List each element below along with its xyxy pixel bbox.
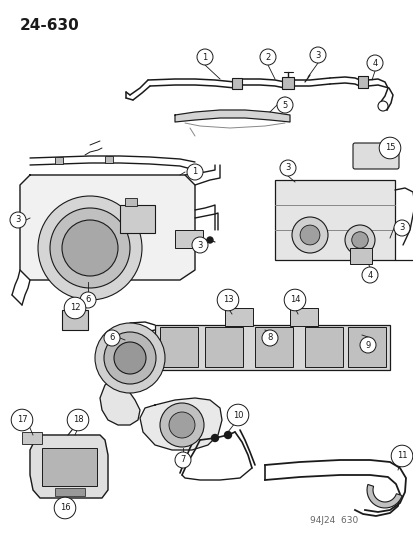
Text: 1: 1	[202, 52, 207, 61]
Text: 3: 3	[399, 223, 404, 232]
FancyBboxPatch shape	[352, 143, 398, 169]
Text: 13: 13	[222, 295, 233, 304]
Circle shape	[175, 452, 190, 468]
Circle shape	[299, 225, 319, 245]
Text: 3: 3	[285, 164, 290, 173]
Circle shape	[192, 237, 207, 253]
Circle shape	[261, 330, 277, 346]
Text: 3: 3	[197, 240, 202, 249]
Bar	[254, 327, 292, 367]
Circle shape	[291, 217, 327, 253]
Bar	[274, 180, 394, 260]
Polygon shape	[175, 110, 289, 122]
Bar	[154, 325, 389, 370]
Circle shape	[38, 196, 142, 300]
Circle shape	[159, 403, 204, 447]
Circle shape	[378, 137, 400, 159]
Bar	[120, 205, 154, 233]
Polygon shape	[366, 484, 401, 508]
Circle shape	[114, 342, 146, 374]
Circle shape	[359, 337, 375, 353]
Circle shape	[351, 232, 367, 248]
Bar	[347, 327, 385, 367]
Polygon shape	[30, 435, 108, 498]
Text: 6: 6	[109, 334, 114, 343]
Circle shape	[169, 412, 195, 438]
Text: 2: 2	[265, 52, 270, 61]
Text: 11: 11	[396, 451, 406, 461]
Bar	[22, 432, 42, 444]
Circle shape	[104, 330, 120, 346]
Text: 8: 8	[267, 334, 272, 343]
Circle shape	[390, 445, 412, 467]
Circle shape	[187, 164, 202, 180]
Bar	[349, 248, 371, 264]
Circle shape	[206, 237, 212, 243]
Circle shape	[211, 434, 218, 441]
Circle shape	[283, 289, 305, 311]
Text: 3: 3	[315, 51, 320, 60]
Bar	[55, 157, 63, 164]
Bar	[224, 308, 252, 326]
Bar	[304, 327, 342, 367]
Polygon shape	[20, 175, 195, 280]
Circle shape	[227, 404, 248, 426]
Circle shape	[377, 101, 387, 111]
Bar	[175, 230, 202, 248]
Circle shape	[279, 160, 295, 176]
Text: 10: 10	[232, 410, 243, 419]
Text: 4: 4	[371, 59, 377, 68]
Bar	[42, 448, 97, 486]
Circle shape	[344, 225, 374, 255]
Circle shape	[67, 409, 88, 431]
Text: 3: 3	[15, 215, 21, 224]
Bar	[105, 156, 113, 163]
Polygon shape	[140, 398, 221, 450]
Bar	[125, 198, 137, 206]
Circle shape	[104, 332, 156, 384]
Bar	[281, 77, 293, 89]
Text: 94J24  630: 94J24 630	[309, 516, 357, 525]
Bar	[289, 308, 317, 326]
Bar	[357, 76, 367, 88]
Circle shape	[393, 220, 409, 236]
Circle shape	[224, 432, 231, 439]
Circle shape	[54, 497, 76, 519]
Text: 12: 12	[69, 303, 80, 312]
Circle shape	[80, 292, 96, 308]
Text: 17: 17	[17, 416, 27, 424]
Circle shape	[217, 289, 238, 311]
Text: 16: 16	[59, 504, 70, 513]
Circle shape	[95, 323, 165, 393]
Circle shape	[276, 97, 292, 113]
Circle shape	[64, 297, 85, 319]
Bar	[62, 310, 88, 330]
Circle shape	[10, 212, 26, 228]
Polygon shape	[100, 378, 140, 425]
Text: 6: 6	[85, 295, 90, 304]
Bar	[204, 327, 242, 367]
Circle shape	[50, 208, 130, 288]
Text: 4: 4	[366, 271, 372, 279]
Circle shape	[259, 49, 275, 65]
Text: 9: 9	[365, 341, 370, 350]
Text: 5: 5	[282, 101, 287, 109]
Circle shape	[197, 49, 212, 65]
Text: 1: 1	[192, 167, 197, 176]
Text: 18: 18	[73, 416, 83, 424]
Bar	[159, 327, 197, 367]
Circle shape	[366, 55, 382, 71]
Circle shape	[361, 267, 377, 283]
Bar	[231, 78, 242, 89]
Circle shape	[11, 409, 33, 431]
Bar	[55, 488, 85, 496]
Text: 7: 7	[180, 456, 185, 464]
Circle shape	[62, 220, 118, 276]
Text: 24-630: 24-630	[20, 18, 80, 33]
Text: 15: 15	[384, 143, 394, 152]
Text: 14: 14	[289, 295, 299, 304]
Circle shape	[309, 47, 325, 63]
